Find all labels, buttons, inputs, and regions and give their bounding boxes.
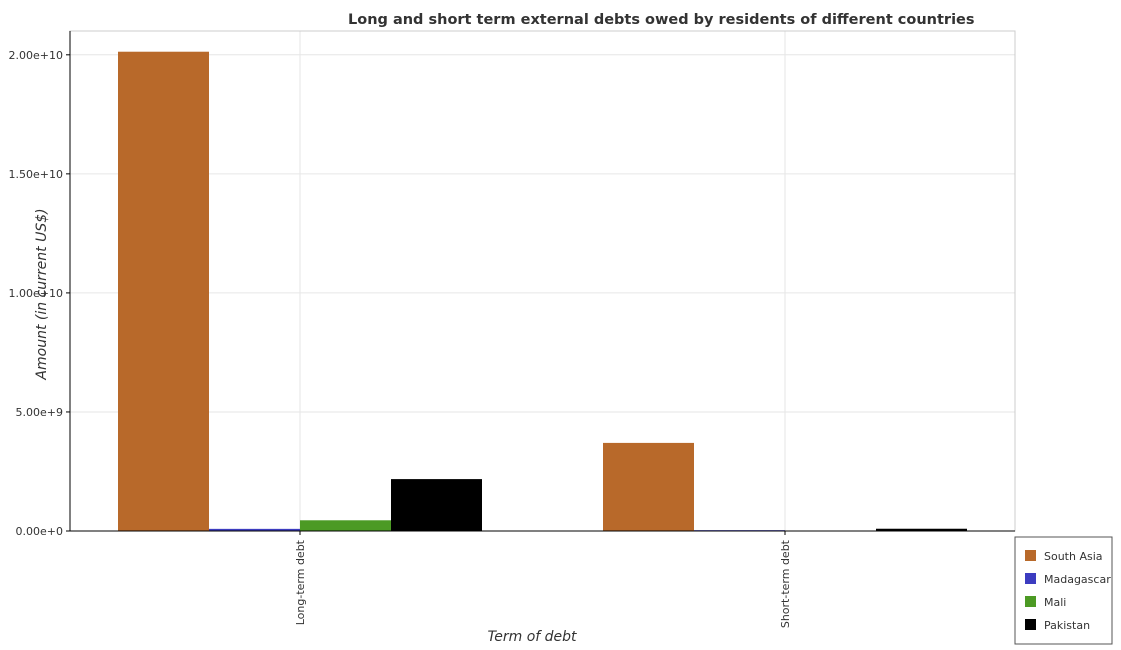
bar-south-asia-1 [603,442,694,531]
plot-frame [69,30,1016,532]
bar-madagascar-0 [209,528,300,531]
legend-label-mali: Mali [1044,596,1066,609]
y-tick-label-2: 1.00e+10 [9,287,63,300]
y-tick-label-1: 5.00e+9 [16,406,63,419]
legend-label-madagascar: Madagascar [1044,573,1111,586]
legend-swatch-south-asia [1025,550,1036,561]
bars [118,51,967,532]
x-axis-title: Term of debt [487,629,577,645]
x-tick-label-0: Long-term debt [294,539,307,625]
x-tick-labels: Long-term debt Short-term debt [294,531,792,628]
y-tick-label-0: 0.00e+0 [16,525,63,538]
y-tick-labels: 0.00e+0 5.00e+9 1.00e+10 1.50e+10 2.00e+10 [9,49,70,538]
y-axis-title: Amount (in current US$) [34,208,50,380]
bar-mali-0 [300,520,391,531]
bar-south-asia-0 [118,51,209,531]
x-tick-label-1: Short-term debt [779,539,792,628]
legend-swatch-pakistan [1025,619,1036,630]
y-tick-label-3: 1.50e+10 [9,168,63,181]
axes [69,30,1016,532]
legend-swatch-madagascar [1025,573,1036,584]
legend-label-south-asia: South Asia [1044,550,1103,563]
y-tick-label-4: 2.00e+10 [9,49,63,62]
chart-title: Long and short term external debts owed … [348,12,975,28]
grid-lines [70,31,1015,532]
legend-label-pakistan: Pakistan [1044,619,1090,632]
legend-swatch-mali [1025,596,1036,607]
legend: South Asia Madagascar Mali Pakistan [1014,536,1113,645]
bar-pakistan-1 [876,528,967,531]
bar-pakistan-0 [391,479,482,531]
